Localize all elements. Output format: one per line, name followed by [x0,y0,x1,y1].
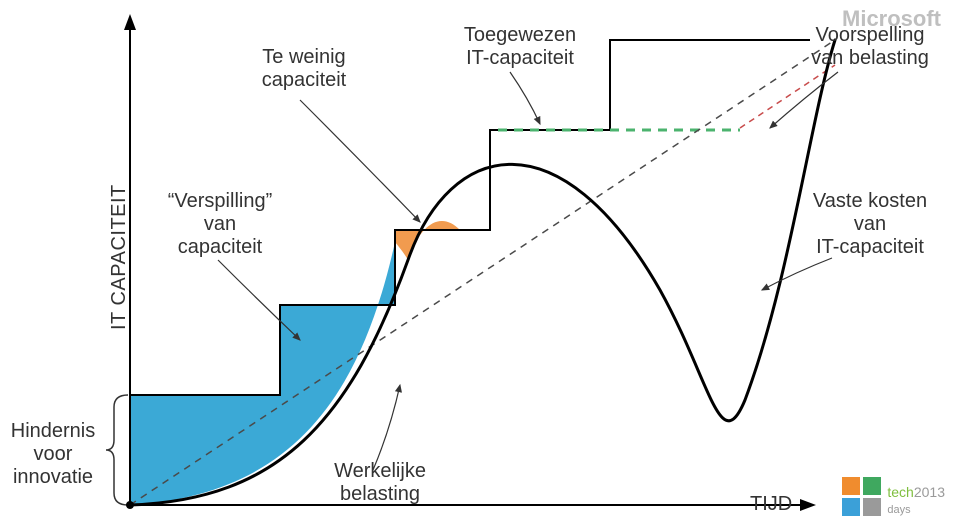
chart-stage: { "meta": {"width":959,"height":532,"typ… [0,0,959,532]
techdays-logo: tech2013 days [842,477,945,516]
label-te-weinig: Te weinigcapaciteit [244,46,364,92]
microsoft-logo: Microsoft [842,6,941,32]
label-vaste: Vaste kostenvanIT-capaciteit [790,190,950,259]
techdays-text: tech2013 days [887,484,945,516]
x-axis-label: TIJD [750,493,792,516]
techdays-word: tech [887,484,913,500]
label-toegewezen: ToegewezenIT-capaciteit [440,24,600,70]
label-werkelijke: Werkelijkebelasting [310,460,450,506]
techdays-sub: days [887,504,910,516]
label-hindernis: Hindernisvoorinnovatie [0,420,106,489]
y-axis-label: IT CAPACITEIT [108,184,131,330]
techdays-squares-icon [842,477,881,516]
chart-svg [0,0,959,532]
techdays-year: 2013 [914,484,945,500]
label-verspilling: “Verspilling”vancapaciteit [150,190,290,259]
